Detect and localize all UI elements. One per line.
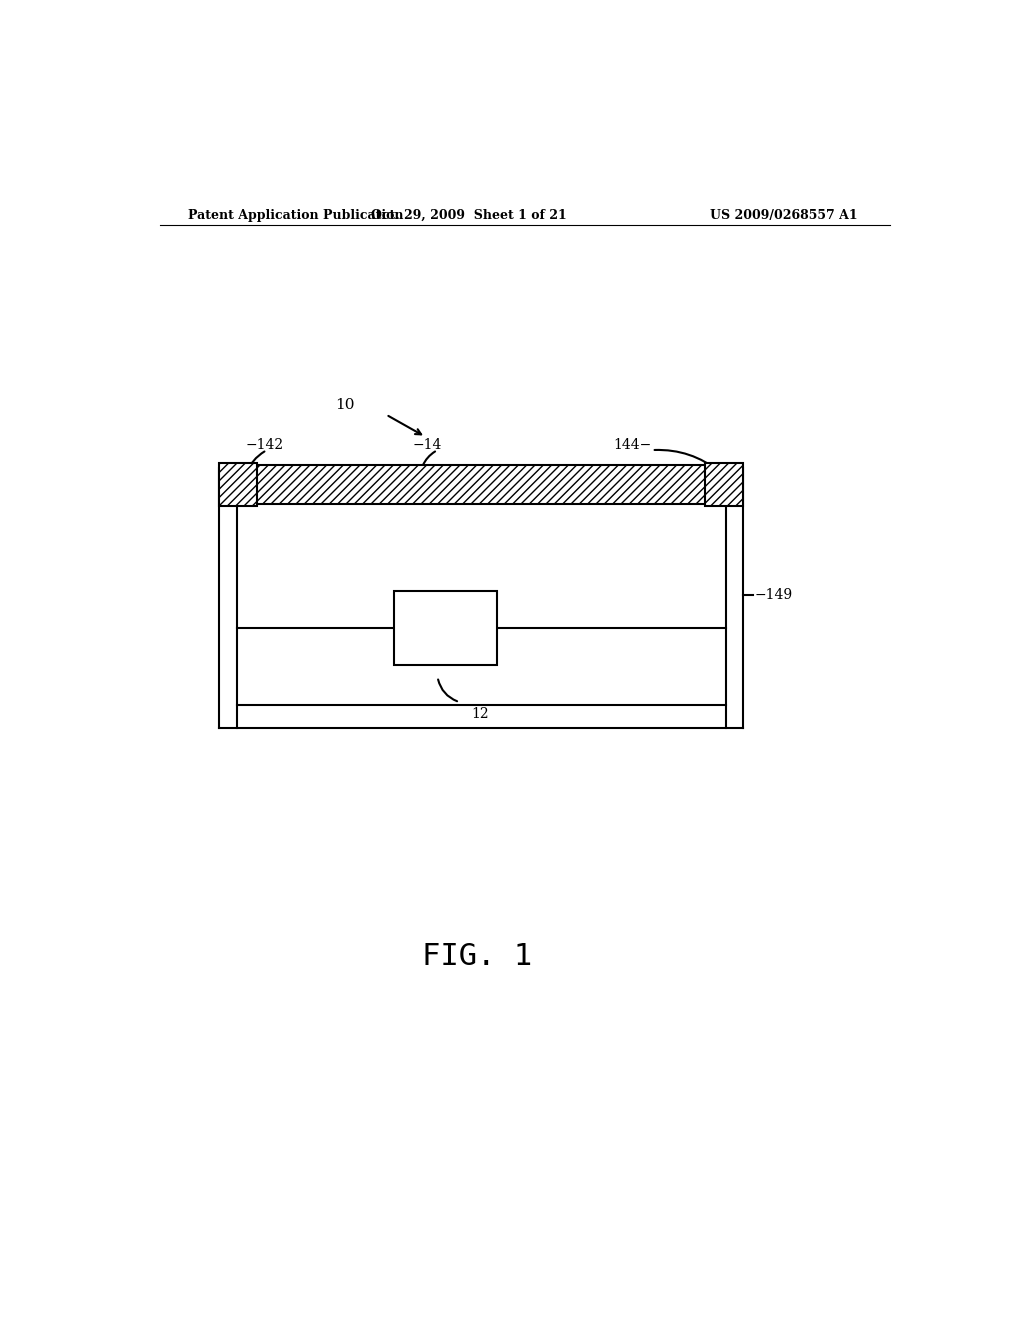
Text: 12: 12 (471, 708, 488, 721)
Bar (219, 463, 257, 506)
Bar (705, 463, 743, 506)
Bar (394, 591, 497, 664)
Text: Patent Application Publication: Patent Application Publication (187, 209, 403, 222)
Text: Oct. 29, 2009  Sheet 1 of 21: Oct. 29, 2009 Sheet 1 of 21 (372, 209, 567, 222)
Text: FIG. 1: FIG. 1 (422, 941, 532, 970)
Text: −149: −149 (755, 589, 793, 602)
Text: US 2009/0268557 A1: US 2009/0268557 A1 (711, 209, 858, 222)
Text: 10: 10 (335, 399, 354, 412)
Text: −142: −142 (246, 438, 284, 451)
Bar (251, 466, 712, 504)
Text: 144−: 144− (613, 438, 652, 451)
Text: −14: −14 (412, 438, 441, 451)
